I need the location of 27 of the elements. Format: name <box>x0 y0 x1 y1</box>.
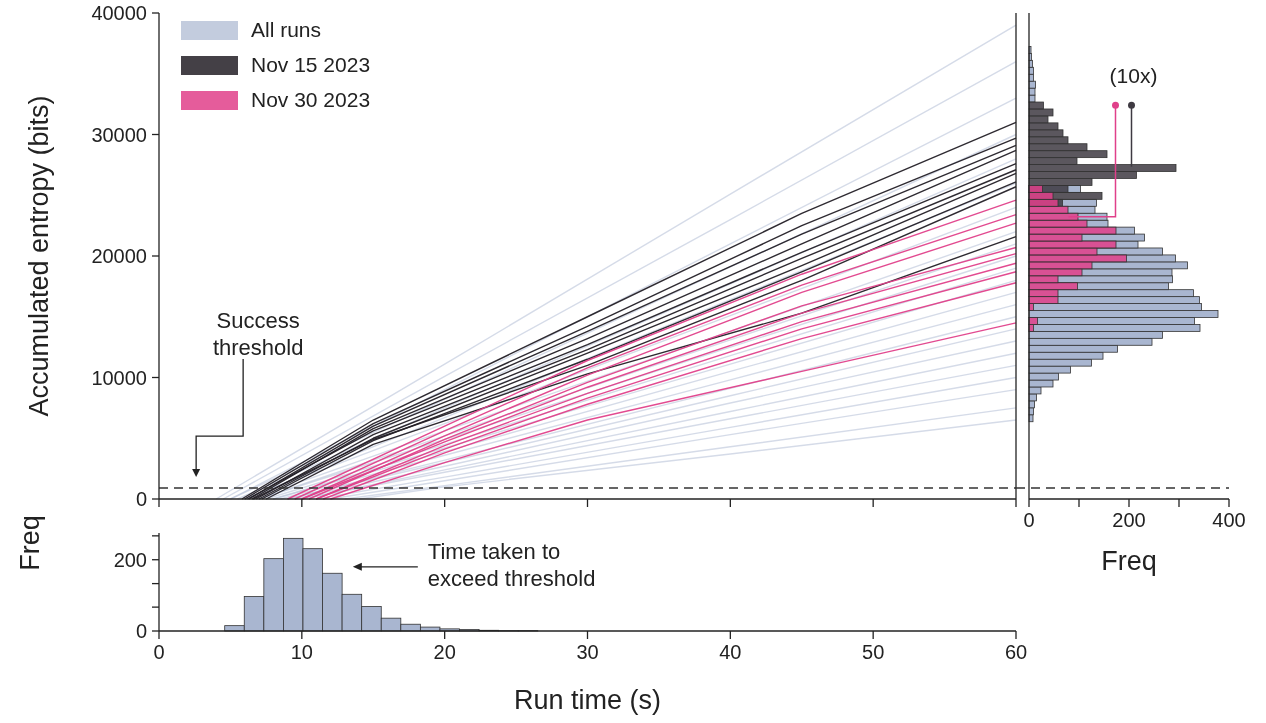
annotation: Time taken to exceed threshold <box>427 538 596 591</box>
x-tick-label: 0 <box>153 641 165 663</box>
x-tick-label: 400 <box>1212 509 1246 531</box>
y-tick-label: 0 <box>135 488 147 510</box>
y-tick-label: 200 <box>113 548 147 571</box>
x-tick-label: 60 <box>1004 641 1028 663</box>
y-tick-label: 20000 <box>91 245 147 267</box>
x-axis-title: Run time (s) <box>513 685 662 715</box>
x-tick-label: 200 <box>1112 509 1146 531</box>
annotation: Success threshold <box>212 308 304 361</box>
legend-label: Nov 15 2023 <box>251 53 371 76</box>
y-axis-title: Accumulated entropy (bits) <box>24 95 54 417</box>
x-tick-label: 10 <box>290 641 313 663</box>
y-tick-label: 10000 <box>91 366 147 389</box>
x-tick-label: 50 <box>862 641 885 663</box>
legend-label: Nov 30 2023 <box>251 88 371 111</box>
x-tick-label: 40 <box>719 641 742 663</box>
y-axis-title: Freq <box>15 515 45 571</box>
x-axis-title: Freq <box>1101 546 1157 576</box>
x-tick-label: 30 <box>576 641 599 663</box>
y-tick-label: 0 <box>135 620 147 642</box>
x-tick-label: 0 <box>1023 509 1035 531</box>
y-tick-label: 30000 <box>91 123 147 146</box>
y-tick-label: 40000 <box>91 2 147 24</box>
annotation: (10x) <box>1109 64 1158 88</box>
legend-label: All runs <box>251 18 322 41</box>
x-tick-label: 20 <box>433 641 456 663</box>
